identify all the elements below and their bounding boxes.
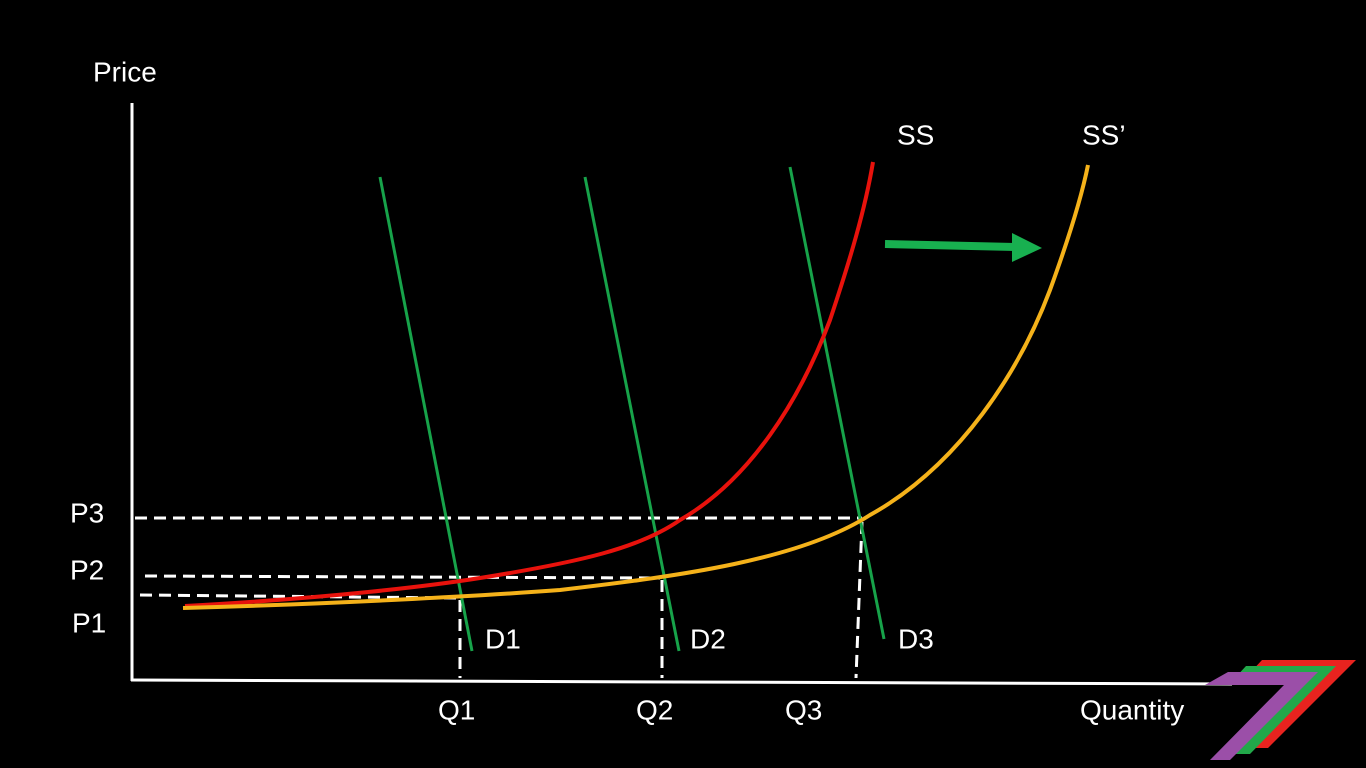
- x-axis-label: Quantity: [1080, 694, 1184, 725]
- q3-guide: [854, 521, 864, 679]
- price-label: P1: [72, 607, 106, 638]
- p2-guide: [144, 574, 661, 580]
- supply-curve-shifted: [182, 164, 1090, 610]
- shift-arrow-head: [1012, 233, 1042, 262]
- demand-label: D2: [690, 623, 726, 654]
- supply-label: SS’: [1082, 119, 1126, 150]
- shift-arrow: [884, 240, 1016, 251]
- quantity-label: Q3: [785, 694, 822, 725]
- y-axis-label: Price: [93, 56, 157, 87]
- demand-curve: [583, 176, 681, 652]
- demand-curve: [378, 176, 474, 652]
- demand-label: D1: [485, 623, 521, 654]
- quantity-label: Q2: [636, 694, 673, 725]
- supply-curve: [184, 161, 875, 608]
- price-label: P2: [70, 554, 104, 585]
- demand-label: D3: [898, 623, 934, 654]
- logo: [1205, 660, 1356, 760]
- price-label: P3: [70, 497, 104, 528]
- quantity-label: Q1: [438, 694, 475, 725]
- supply-label: SS: [897, 119, 934, 150]
- demand-curve: [788, 166, 886, 640]
- x-axis: [130, 678, 1233, 686]
